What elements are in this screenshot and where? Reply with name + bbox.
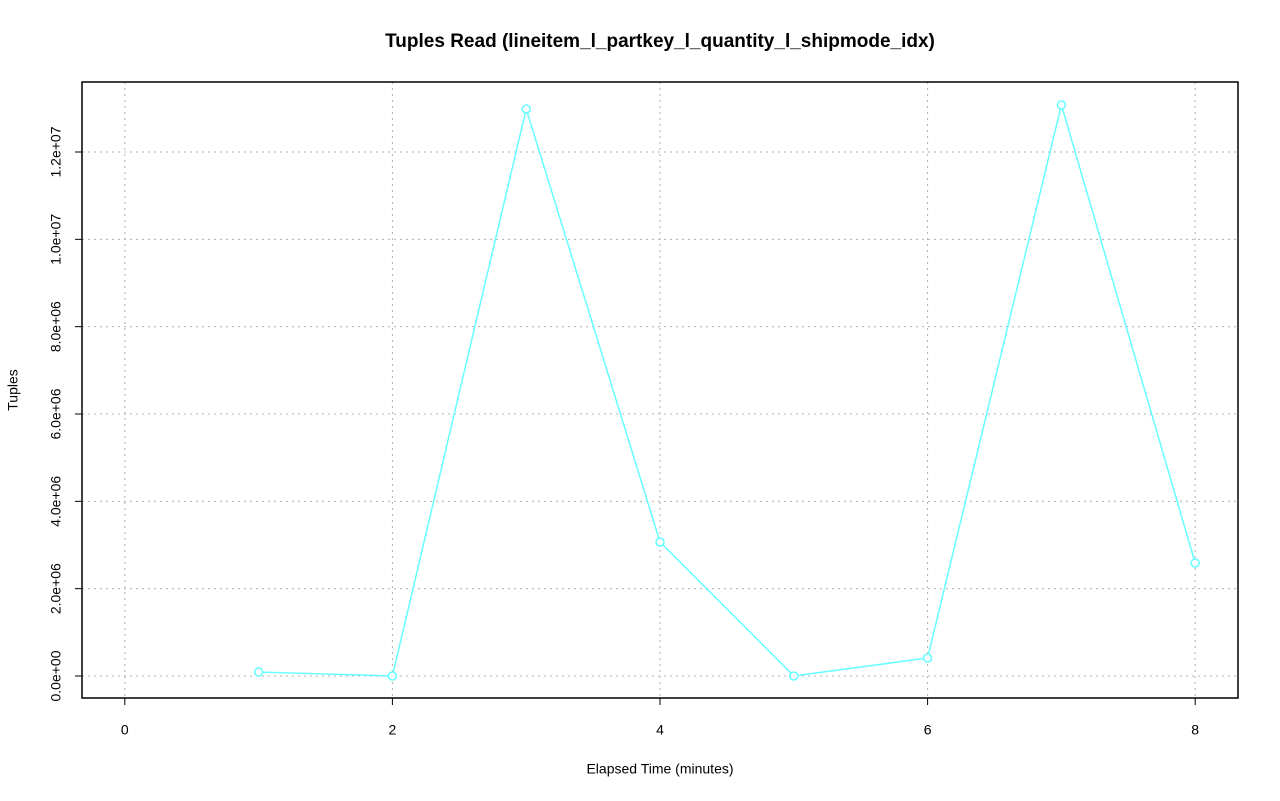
x-tick-label: 8 <box>1191 722 1199 738</box>
point <box>655 537 665 547</box>
point <box>922 653 933 663</box>
y-tick-label: 1.0e+07 <box>48 214 64 265</box>
x-tick-label: 0 <box>121 722 129 738</box>
line <box>258 102 1196 677</box>
plot-frame <box>81 81 1239 699</box>
y-tick-label: 1.2e+07 <box>48 126 64 177</box>
point <box>789 671 799 681</box>
point <box>1190 558 1200 568</box>
x-axis-label: Elapsed Time (minutes) <box>586 761 733 777</box>
point <box>387 671 398 681</box>
y-tick-label: 2.0e+06 <box>48 563 64 614</box>
y-tick-label: 0.0e+00 <box>48 650 64 701</box>
y-tick-label: 8.0e+06 <box>48 301 64 352</box>
x-tick-label: 4 <box>656 722 664 738</box>
point <box>521 104 531 114</box>
y-tick-label: 6.0e+06 <box>48 388 64 439</box>
x-tick-label: 2 <box>389 722 397 738</box>
chart-title: Tuples Read (lineitem_l_partkey_l_quanti… <box>385 31 935 52</box>
y-tick-label: 4.0e+06 <box>48 476 64 527</box>
point <box>1056 100 1067 110</box>
x-tick-label: 6 <box>924 722 932 738</box>
point <box>253 667 264 677</box>
y-axis-label: Tuples <box>5 369 21 411</box>
